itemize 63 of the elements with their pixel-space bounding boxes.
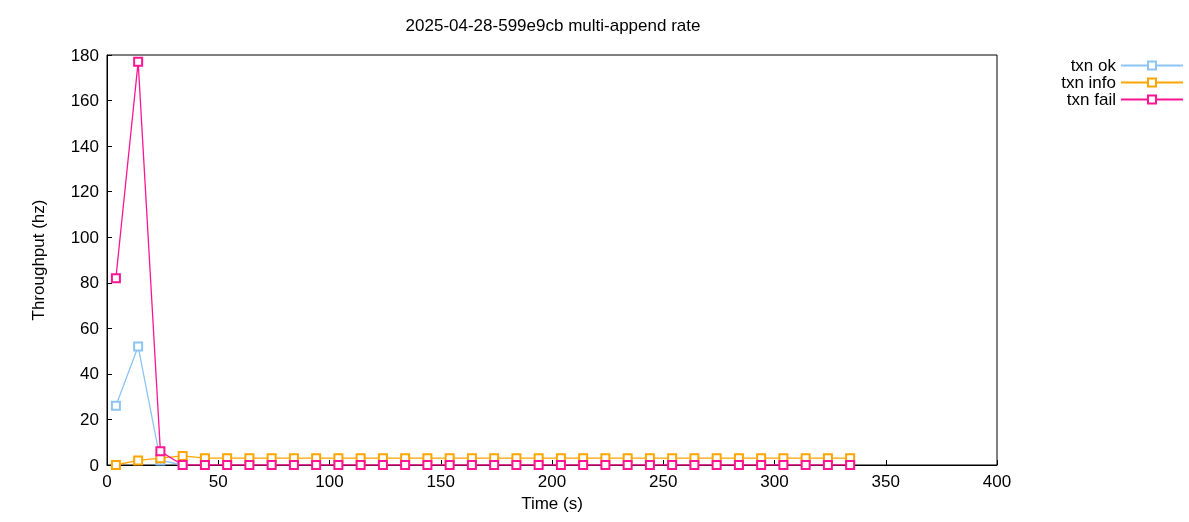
point (444, 460, 455, 470)
point (800, 460, 811, 470)
y-axis-title: Throughput (hz) (29, 199, 48, 321)
x-tick-label: 100 (315, 472, 344, 491)
point (133, 341, 144, 352)
y-tick-label: 20 (80, 409, 99, 429)
point (110, 273, 121, 284)
point (578, 460, 589, 470)
y-tick-label: 40 (80, 364, 99, 384)
point (333, 460, 344, 470)
point (644, 460, 655, 470)
point (266, 460, 277, 470)
point (667, 460, 678, 470)
x-tick-label: 300 (760, 472, 789, 491)
x-tick-label: 250 (649, 472, 678, 491)
y-tick-label: 0 (89, 455, 99, 475)
point (288, 460, 299, 470)
point (377, 460, 388, 470)
x-tick-label: 200 (537, 472, 567, 491)
point (845, 460, 856, 470)
y-tick-label: 60 (80, 318, 99, 338)
y-tick-label: 80 (80, 273, 99, 293)
point (133, 56, 144, 67)
point (466, 460, 477, 470)
x-tick-label: 150 (426, 472, 455, 491)
chart-title: 2025-04-28-599e9cb multi-append rate (405, 16, 701, 35)
point (555, 460, 566, 470)
point (155, 446, 166, 457)
x-tick-label: 350 (871, 472, 900, 491)
point (244, 460, 255, 470)
point (110, 400, 121, 411)
y-tick-label: 160 (70, 91, 99, 111)
point (110, 460, 121, 470)
point (600, 460, 611, 470)
point (511, 460, 522, 470)
point (689, 460, 700, 470)
point (222, 460, 233, 470)
point (355, 460, 366, 470)
point (400, 460, 411, 470)
point (177, 450, 188, 461)
legend-label: txn ok (1070, 56, 1117, 75)
point (622, 460, 633, 470)
x-axis-title: Time (s) (521, 494, 583, 513)
x-tick-label: 0 (102, 472, 112, 491)
point (733, 460, 744, 470)
point (756, 460, 767, 470)
y-tick-label: 120 (70, 182, 99, 202)
point (489, 460, 500, 470)
point (199, 460, 210, 470)
point (711, 460, 722, 470)
legend-label: txn fail (1066, 90, 1116, 109)
point (822, 460, 833, 470)
point (133, 455, 144, 466)
y-tick-label: 180 (70, 45, 99, 65)
legend-label: txn info (1061, 73, 1116, 92)
x-tick-label: 50 (208, 472, 228, 491)
x-tick-label: 400 (982, 472, 1012, 491)
y-tick-label: 140 (70, 136, 99, 156)
point (422, 460, 433, 470)
y-tick-label: 100 (70, 227, 99, 247)
point (533, 460, 544, 470)
point (311, 460, 322, 470)
point (778, 460, 789, 470)
